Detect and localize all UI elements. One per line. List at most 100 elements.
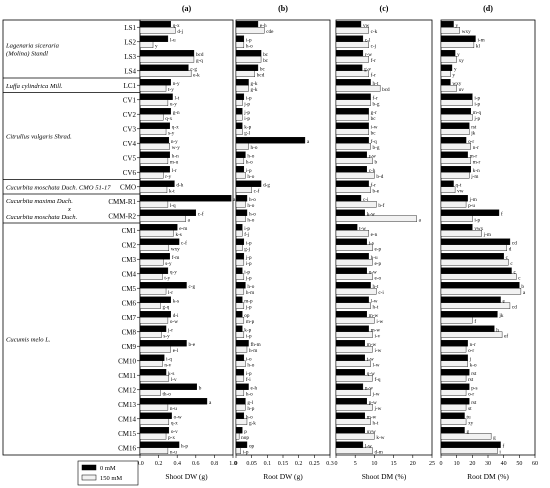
bar-150mM — [335, 375, 373, 382]
bar-150mM — [139, 201, 169, 208]
bar-0mM — [440, 64, 453, 71]
significance-label: tu — [467, 414, 471, 420]
significance-label: f-r — [371, 181, 376, 188]
bar-150mM — [335, 230, 369, 237]
category-label: CM13 — [118, 401, 136, 409]
bar-150mM — [335, 41, 369, 49]
significance-label: o-w — [170, 319, 178, 325]
bar-150mM — [139, 56, 195, 63]
significance-label: t-w — [359, 226, 366, 232]
significance-label: j-p — [245, 255, 252, 261]
significance-label: l-u — [170, 37, 176, 43]
bar-0mM — [139, 194, 232, 202]
bar-150mM — [440, 288, 522, 295]
species-label: Citrullus vulgaris Shrad. — [6, 134, 72, 141]
bar-150mM — [235, 128, 243, 136]
significance-label: k-p — [244, 124, 251, 130]
significance-label: o-w — [174, 414, 182, 420]
bar-0mM — [335, 35, 364, 42]
significance-label: e-o — [374, 275, 381, 281]
category-label: CV4 — [123, 140, 137, 148]
bar-150mM — [139, 375, 170, 382]
bar-150mM — [440, 389, 467, 397]
bar-0mM — [440, 165, 471, 173]
significance-label: l-r — [168, 290, 173, 296]
bar-0mM — [440, 340, 468, 347]
bar-150mM — [235, 27, 265, 34]
significance-label: h-o — [247, 284, 254, 290]
bar-0mM — [235, 427, 243, 434]
bar-150mM — [139, 27, 176, 34]
bar-0mM — [440, 412, 465, 419]
bar-150mM — [440, 70, 451, 78]
bar-150mM — [139, 331, 162, 339]
significance-label: wxy — [462, 29, 471, 35]
significance-label: h-t — [373, 284, 379, 290]
bar-150mM — [235, 389, 245, 397]
significance-label: bc — [263, 58, 269, 64]
significance-label: op — [244, 313, 250, 319]
significance-label: o-r — [468, 348, 474, 354]
bar-150mM — [335, 302, 371, 310]
bar-150mM — [440, 27, 460, 34]
panel-3: (d)ywxyi-mklyxyyywxyuvi-pi-pm-qj-prstjko… — [440, 4, 539, 481]
bar-0mM — [139, 325, 167, 332]
bar-0mM — [235, 296, 243, 303]
bar-150mM — [235, 375, 245, 382]
bar-0mM — [440, 267, 512, 274]
bar-0mM — [440, 238, 511, 245]
significance-label: e-n — [371, 232, 378, 238]
significance-label: a — [188, 217, 191, 223]
significance-label: bc — [260, 66, 266, 72]
significance-label: f — [503, 442, 505, 449]
significance-label: y — [457, 52, 460, 58]
bar-0mM — [335, 122, 369, 129]
bar-150mM — [235, 346, 248, 353]
bar-150mM — [440, 85, 457, 92]
category-label: LS1 — [124, 24, 136, 32]
bar-0mM — [335, 252, 369, 260]
bar-0mM — [440, 441, 501, 448]
category-label: CM5 — [122, 285, 137, 293]
bar-150mM — [440, 360, 468, 368]
bar-0mM — [139, 267, 169, 274]
significance-label: m-w — [369, 313, 379, 319]
significance-label: rst — [471, 124, 477, 130]
bar-0mM — [235, 441, 248, 448]
significance-label: c — [518, 275, 521, 281]
significance-label: h-o — [246, 43, 253, 49]
panel-label: (a) — [182, 4, 192, 13]
significance-label: g-k — [251, 81, 258, 87]
bar-0mM — [335, 311, 367, 318]
significance-label: g-n — [173, 110, 180, 116]
significance-label: m-p — [246, 319, 255, 325]
significance-label: c-g — [189, 284, 196, 290]
significance-label: g-r — [371, 110, 377, 116]
significance-label: i-w — [371, 124, 378, 130]
bar-0mM — [139, 64, 189, 71]
bar-150mM — [335, 128, 369, 136]
bar-0mM — [335, 383, 364, 390]
significance-label: m-r — [473, 159, 481, 165]
significance-label: q-t — [456, 182, 462, 188]
significance-label: f-q — [374, 376, 380, 383]
significance-label: b-d — [376, 174, 383, 180]
significance-label: bcd — [196, 52, 204, 58]
bar-0mM — [335, 209, 365, 216]
significance-label: i-p — [246, 371, 252, 377]
bar-150mM — [235, 317, 245, 324]
significance-label: jk — [470, 130, 475, 136]
significance-label: h-m — [246, 290, 254, 296]
bar-0mM — [139, 35, 169, 42]
panels: (a)q-xd-jl-uybcdg-qc-ge-kn-yt-yl-tu-yg-n… — [136, 4, 538, 481]
bar-0mM — [235, 165, 245, 173]
significance-label: h-o — [247, 217, 254, 223]
legend-swatch — [81, 464, 97, 471]
significance-label: k-s — [173, 298, 179, 304]
significance-label: n-v — [164, 362, 171, 368]
significance-label: h-t — [373, 304, 379, 310]
significance-label: r-y — [165, 174, 171, 180]
panel-label: (d) — [483, 4, 493, 13]
x-tick-label: 30 — [485, 461, 491, 467]
bar-150mM — [235, 302, 245, 310]
